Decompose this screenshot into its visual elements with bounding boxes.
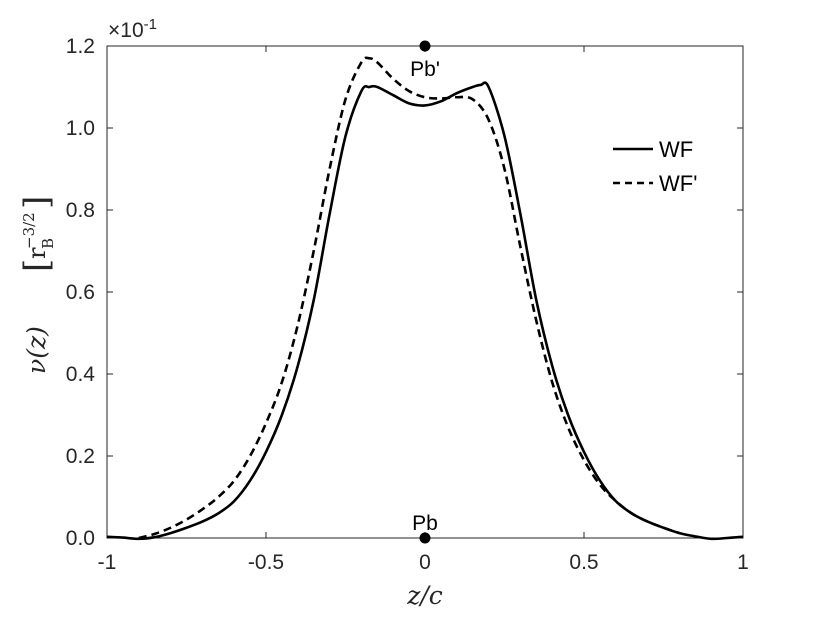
ticks-layer: -1 -0.5 0 0.5 1 0.0 0.2 0.4 0.6 0.8 1.0 1.2 xyxy=(66,35,749,574)
y-tick-label: 1.0 xyxy=(66,117,95,140)
plot-area xyxy=(106,45,744,539)
x-tick-label: 0.5 xyxy=(569,551,598,574)
y-axis-label-bracket-open: [ xyxy=(17,259,57,272)
x-axis-label: z/c xyxy=(406,581,443,610)
y-tick-label: 0.2 xyxy=(66,445,95,468)
y-axis-label: ν(z) [ r B −3/2 ] xyxy=(17,196,57,374)
marker-point xyxy=(419,40,431,52)
y-axis-label-unit: r xyxy=(23,247,51,259)
x-tick-label: 0 xyxy=(419,551,431,574)
y-tick-label: 0.8 xyxy=(66,199,95,222)
y-axis-label-unit-sub: B xyxy=(39,238,57,249)
markers-layer: Pb' Pb xyxy=(410,40,440,544)
marker-point xyxy=(419,532,431,544)
y-tick-label: 1.2 xyxy=(66,35,95,58)
y-tick-label: 0.6 xyxy=(66,281,95,304)
x-tick-label: 1 xyxy=(737,551,749,574)
y-axis-label-main: ν(z) xyxy=(22,326,51,374)
series-line-wf-prime xyxy=(138,56,680,540)
marker-label: Pb xyxy=(412,512,438,535)
legend-label-wf-prime: WF' xyxy=(659,171,697,196)
y-tick-label: 0.4 xyxy=(66,363,96,386)
y-axis-label-unit-sup: −3/2 xyxy=(20,212,38,249)
series-layer xyxy=(106,56,744,541)
x-tick-label: -1 xyxy=(98,551,117,574)
legend-label-wf: WF xyxy=(659,137,693,162)
legend: WF WF' xyxy=(613,137,697,196)
y-tick-label: 0.0 xyxy=(66,527,95,550)
marker-label: Pb' xyxy=(410,58,440,81)
y-axis-label-bracket-close: ] xyxy=(17,196,57,209)
y-multiplier-label: ×10-1 xyxy=(108,16,157,42)
x-tick-label: -0.5 xyxy=(248,551,284,574)
